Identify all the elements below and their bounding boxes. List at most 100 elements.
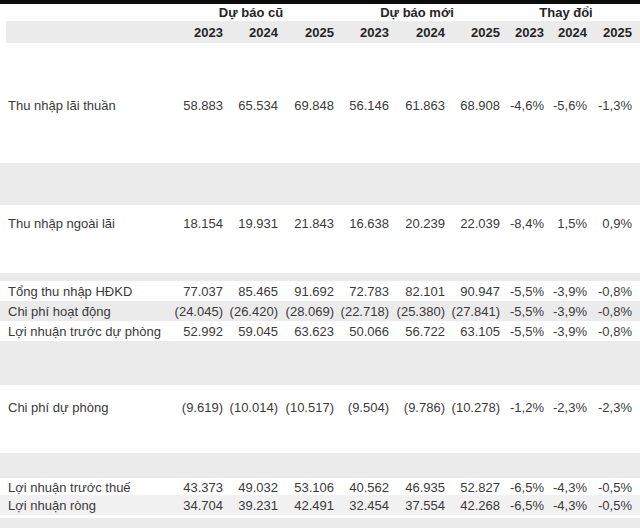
cell-value: -2,3% [587,400,632,415]
cell-value: (25.380) [389,304,445,319]
cell-value: 85.465 [223,284,278,299]
cell-value: 49.032 [223,480,278,495]
cell-value: (26.420) [223,304,278,319]
cell-value: 82.101 [389,284,445,299]
cell-value: -0,5% [587,498,632,513]
cell-value: (9.619) [168,400,223,415]
row-stripe [0,518,640,528]
cell-value: 56.146 [334,98,389,113]
cell-value: -2,3% [544,400,587,415]
cell-value: 63.623 [278,324,334,339]
cell-value: 43.373 [168,480,223,495]
cell-value: 77.037 [168,284,223,299]
row-label: Lợi nhuận trước dự phòng [0,324,168,339]
year-header: 2024 [544,25,587,40]
cell-value: 63.105 [445,324,500,339]
table-row: Tổng thu nhập HĐKD 77.037 85.465 91.692 … [0,281,632,301]
cell-value: -5,5% [500,304,544,319]
cell-value: 65.534 [223,98,278,113]
row-stripe [0,341,640,385]
cell-value: -6,5% [500,480,544,495]
row-label: Tổng thu nhập HĐKD [0,284,168,299]
cell-value: -1,3% [587,98,632,113]
cell-value: (24.045) [168,304,223,319]
cell-value: -3,9% [544,304,587,319]
cell-value: 52.827 [445,480,500,495]
cell-value: -5,5% [500,324,544,339]
row-label: Chi phí hoạt động [0,304,168,319]
cell-value: 42.268 [445,498,500,513]
row-stripe [0,163,640,205]
row-label: Chi phí dự phòng [0,400,168,415]
row-label: Thu nhập lãi thuần [0,98,168,113]
cell-value: 91.692 [278,284,334,299]
group-header-new-forecast: Dự báo mới [334,5,500,20]
cell-value: -0,8% [587,284,632,299]
cell-value: 18.154 [168,216,223,231]
row-label: Lợi nhuận ròng [0,498,168,513]
cell-value: 22.039 [445,216,500,231]
table-row: Lợi nhuận trước thuế 43.373 49.032 53.10… [0,477,632,497]
cell-value: (10.014) [223,400,278,415]
cell-value: -0,5% [587,480,632,495]
cell-value: (22.718) [334,304,389,319]
group-header-row: Dự báo cũ Dự báo mới Thay đổi [0,3,632,21]
row-stripe [0,453,640,478]
cell-value: (9.504) [334,400,389,415]
group-header-change: Thay đổi [500,5,632,20]
table-row: Thu nhập lãi thuần 58.883 65.534 69.848 … [0,95,632,115]
row-stripe [0,273,640,281]
cell-value: 72.783 [334,284,389,299]
cell-value: 69.848 [278,98,334,113]
year-header: 2025 [587,25,632,40]
cell-value: -5,6% [544,98,587,113]
cell-value: 42.491 [278,498,334,513]
cell-value: -4,3% [544,480,587,495]
cell-value: 21.843 [278,216,334,231]
cell-value: 34.704 [168,498,223,513]
year-header: 2023 [500,25,544,40]
cell-value: -4,3% [544,498,587,513]
cell-value: (9.786) [389,400,445,415]
cell-value: 32.454 [334,498,389,513]
cell-value: -0,8% [587,324,632,339]
year-header: 2023 [168,25,223,40]
table-row: Chi phí hoạt động (24.045) (26.420) (28.… [0,301,632,321]
row-label: Thu nhập ngoài lãi [0,216,168,231]
forecast-table: Dự báo cũ Dự báo mới Thay đổi 2023 2024 … [0,0,640,528]
cell-value: (27.841) [445,304,500,319]
cell-value: 61.863 [389,98,445,113]
cell-value: -1,2% [500,400,544,415]
year-header-row: 2023 2024 2025 2023 2024 2025 2023 2024 … [0,21,632,43]
row-label: Lợi nhuận trước thuế [0,480,168,495]
cell-value: 58.883 [168,98,223,113]
cell-value: 39.231 [223,498,278,513]
cell-value: 50.066 [334,324,389,339]
cell-value: -8,4% [500,216,544,231]
cell-value: -4,6% [500,98,544,113]
cell-value: 0,9% [587,216,632,231]
year-header: 2023 [334,25,389,40]
table-row: Lợi nhuận ròng 34.704 39.231 42.491 32.4… [0,495,632,515]
cell-value: 19.931 [223,216,278,231]
cell-value: 46.935 [389,480,445,495]
cell-value: 37.554 [389,498,445,513]
cell-value: (10.278) [445,400,500,415]
cell-value: 20.239 [389,216,445,231]
cell-value: 56.722 [389,324,445,339]
cell-value: -6,5% [500,498,544,513]
cell-value: 59.045 [223,324,278,339]
cell-value: 40.562 [334,480,389,495]
cell-value: -3,9% [544,284,587,299]
cell-value: -0,8% [587,304,632,319]
cell-value: 52.992 [168,324,223,339]
cell-value: 1,5% [544,216,587,231]
cell-value: 68.908 [445,98,500,113]
table-row: Chi phí dự phòng (9.619) (10.014) (10.51… [0,397,632,417]
year-header: 2025 [445,25,500,40]
cell-value: 90.947 [445,284,500,299]
year-header: 2025 [278,25,334,40]
cell-value: 53.106 [278,480,334,495]
table-row: Thu nhập ngoài lãi 18.154 19.931 21.843 … [0,213,632,233]
cell-value: (28.069) [278,304,334,319]
